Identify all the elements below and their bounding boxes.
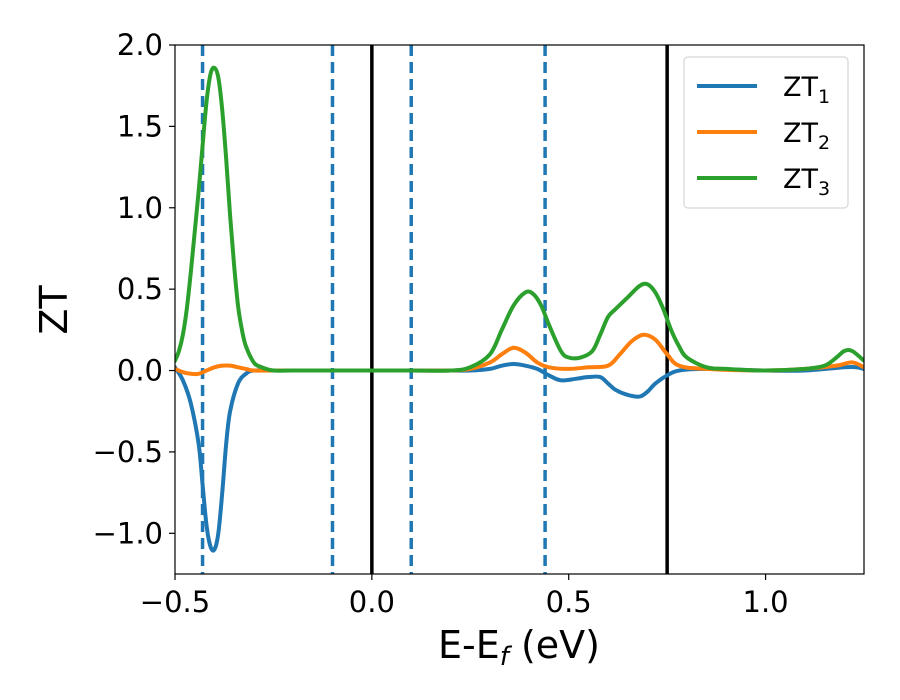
x-tick-label: 0.0 (349, 585, 395, 619)
legend-label-zt2: ZT2 (783, 118, 830, 154)
y-tick-label: −0.5 (93, 435, 163, 469)
legend-label-zt1: ZT1 (783, 72, 830, 108)
y-tick-label: 2.0 (117, 28, 163, 62)
y-tick-label: 1.0 (117, 191, 163, 225)
legend-label-zt3: ZT3 (783, 164, 830, 200)
series-layer (175, 65, 864, 553)
y-tick-label: 1.5 (117, 109, 163, 143)
x-axis-label-main: E-E (438, 623, 500, 667)
y-tick-label: −1.0 (93, 516, 163, 550)
reference-lines (200, 45, 669, 574)
y-axis-label: ZT (32, 285, 76, 335)
x-axis-label: E-Ef (eV) (438, 623, 600, 672)
series-line-zt3 (175, 65, 864, 373)
x-tick-label: 0.5 (546, 585, 592, 619)
y-tick-label: 0.0 (117, 354, 163, 388)
x-axis-label-unit: (eV) (509, 623, 600, 667)
legend: ZT1 ZT2 ZT3 (683, 56, 849, 209)
series-line-zt1 (175, 362, 864, 553)
legend-box (683, 56, 849, 209)
x-tick-label: −0.5 (140, 585, 210, 619)
x-axis-ticks: −0.5 0.0 0.5 1.0 (140, 574, 789, 619)
x-tick-label: 1.0 (743, 585, 789, 619)
series-line-zt2 (175, 332, 864, 377)
plot-frame (174, 44, 865, 575)
y-axis-ticks: −1.0 −0.5 0.0 0.5 1.0 1.5 2.0 (93, 28, 175, 550)
y-tick-label: 0.5 (117, 272, 163, 306)
